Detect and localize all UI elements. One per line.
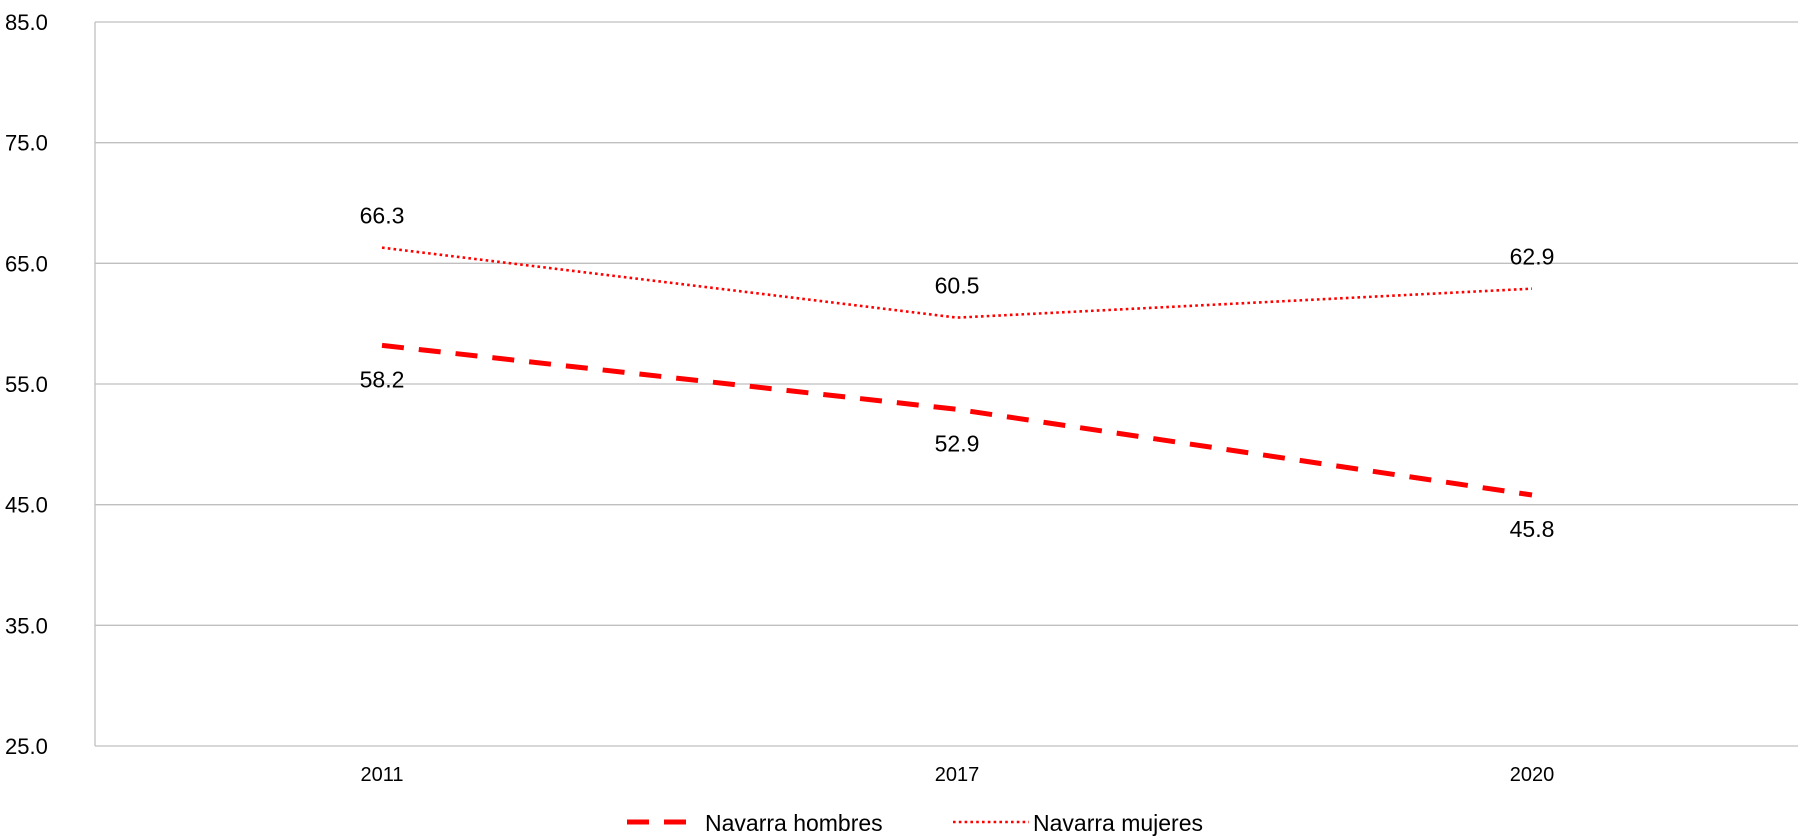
data-label: 62.9 bbox=[1510, 244, 1555, 270]
y-tick-label: 35.0 bbox=[5, 613, 48, 638]
series-line-mujeres bbox=[381, 246, 1533, 319]
legend-item-mujeres: Navarra mujeres bbox=[953, 810, 1203, 836]
y-tick-label: 55.0 bbox=[5, 372, 48, 397]
y-tick-label: 45.0 bbox=[5, 493, 48, 518]
grid-layer bbox=[95, 21, 1798, 626]
y-tick-label: 75.0 bbox=[5, 131, 48, 156]
axis-layer: 85.0 75.0 65.0 55.0 45.0 35.0 25.0 2011 2017 2020 bbox=[5, 10, 1798, 786]
data-label: 60.5 bbox=[935, 273, 980, 299]
data-label: 52.9 bbox=[935, 430, 980, 456]
legend: Navarra hombres Navarra mujeres bbox=[627, 810, 1203, 836]
y-tick-label: 25.0 bbox=[5, 734, 48, 759]
legend-item-hombres: Navarra hombres bbox=[627, 810, 883, 836]
legend-label: Navarra hombres bbox=[705, 810, 883, 836]
data-label-layer: 58.2 52.9 45.8 66.3 60.5 62.9 bbox=[360, 203, 1555, 542]
series-line-hombres bbox=[381, 342, 1533, 498]
data-label: 58.2 bbox=[360, 366, 405, 392]
data-label: 45.8 bbox=[1510, 516, 1555, 542]
series-layer bbox=[381, 246, 1533, 498]
x-tick-label: 2020 bbox=[1510, 764, 1555, 786]
x-tick-label: 2017 bbox=[935, 764, 980, 786]
legend-label: Navarra mujeres bbox=[1033, 810, 1203, 836]
data-label: 66.3 bbox=[360, 203, 405, 229]
x-tick-label: 2011 bbox=[360, 764, 403, 786]
y-tick-label: 85.0 bbox=[5, 10, 48, 35]
y-tick-label: 65.0 bbox=[5, 251, 48, 276]
